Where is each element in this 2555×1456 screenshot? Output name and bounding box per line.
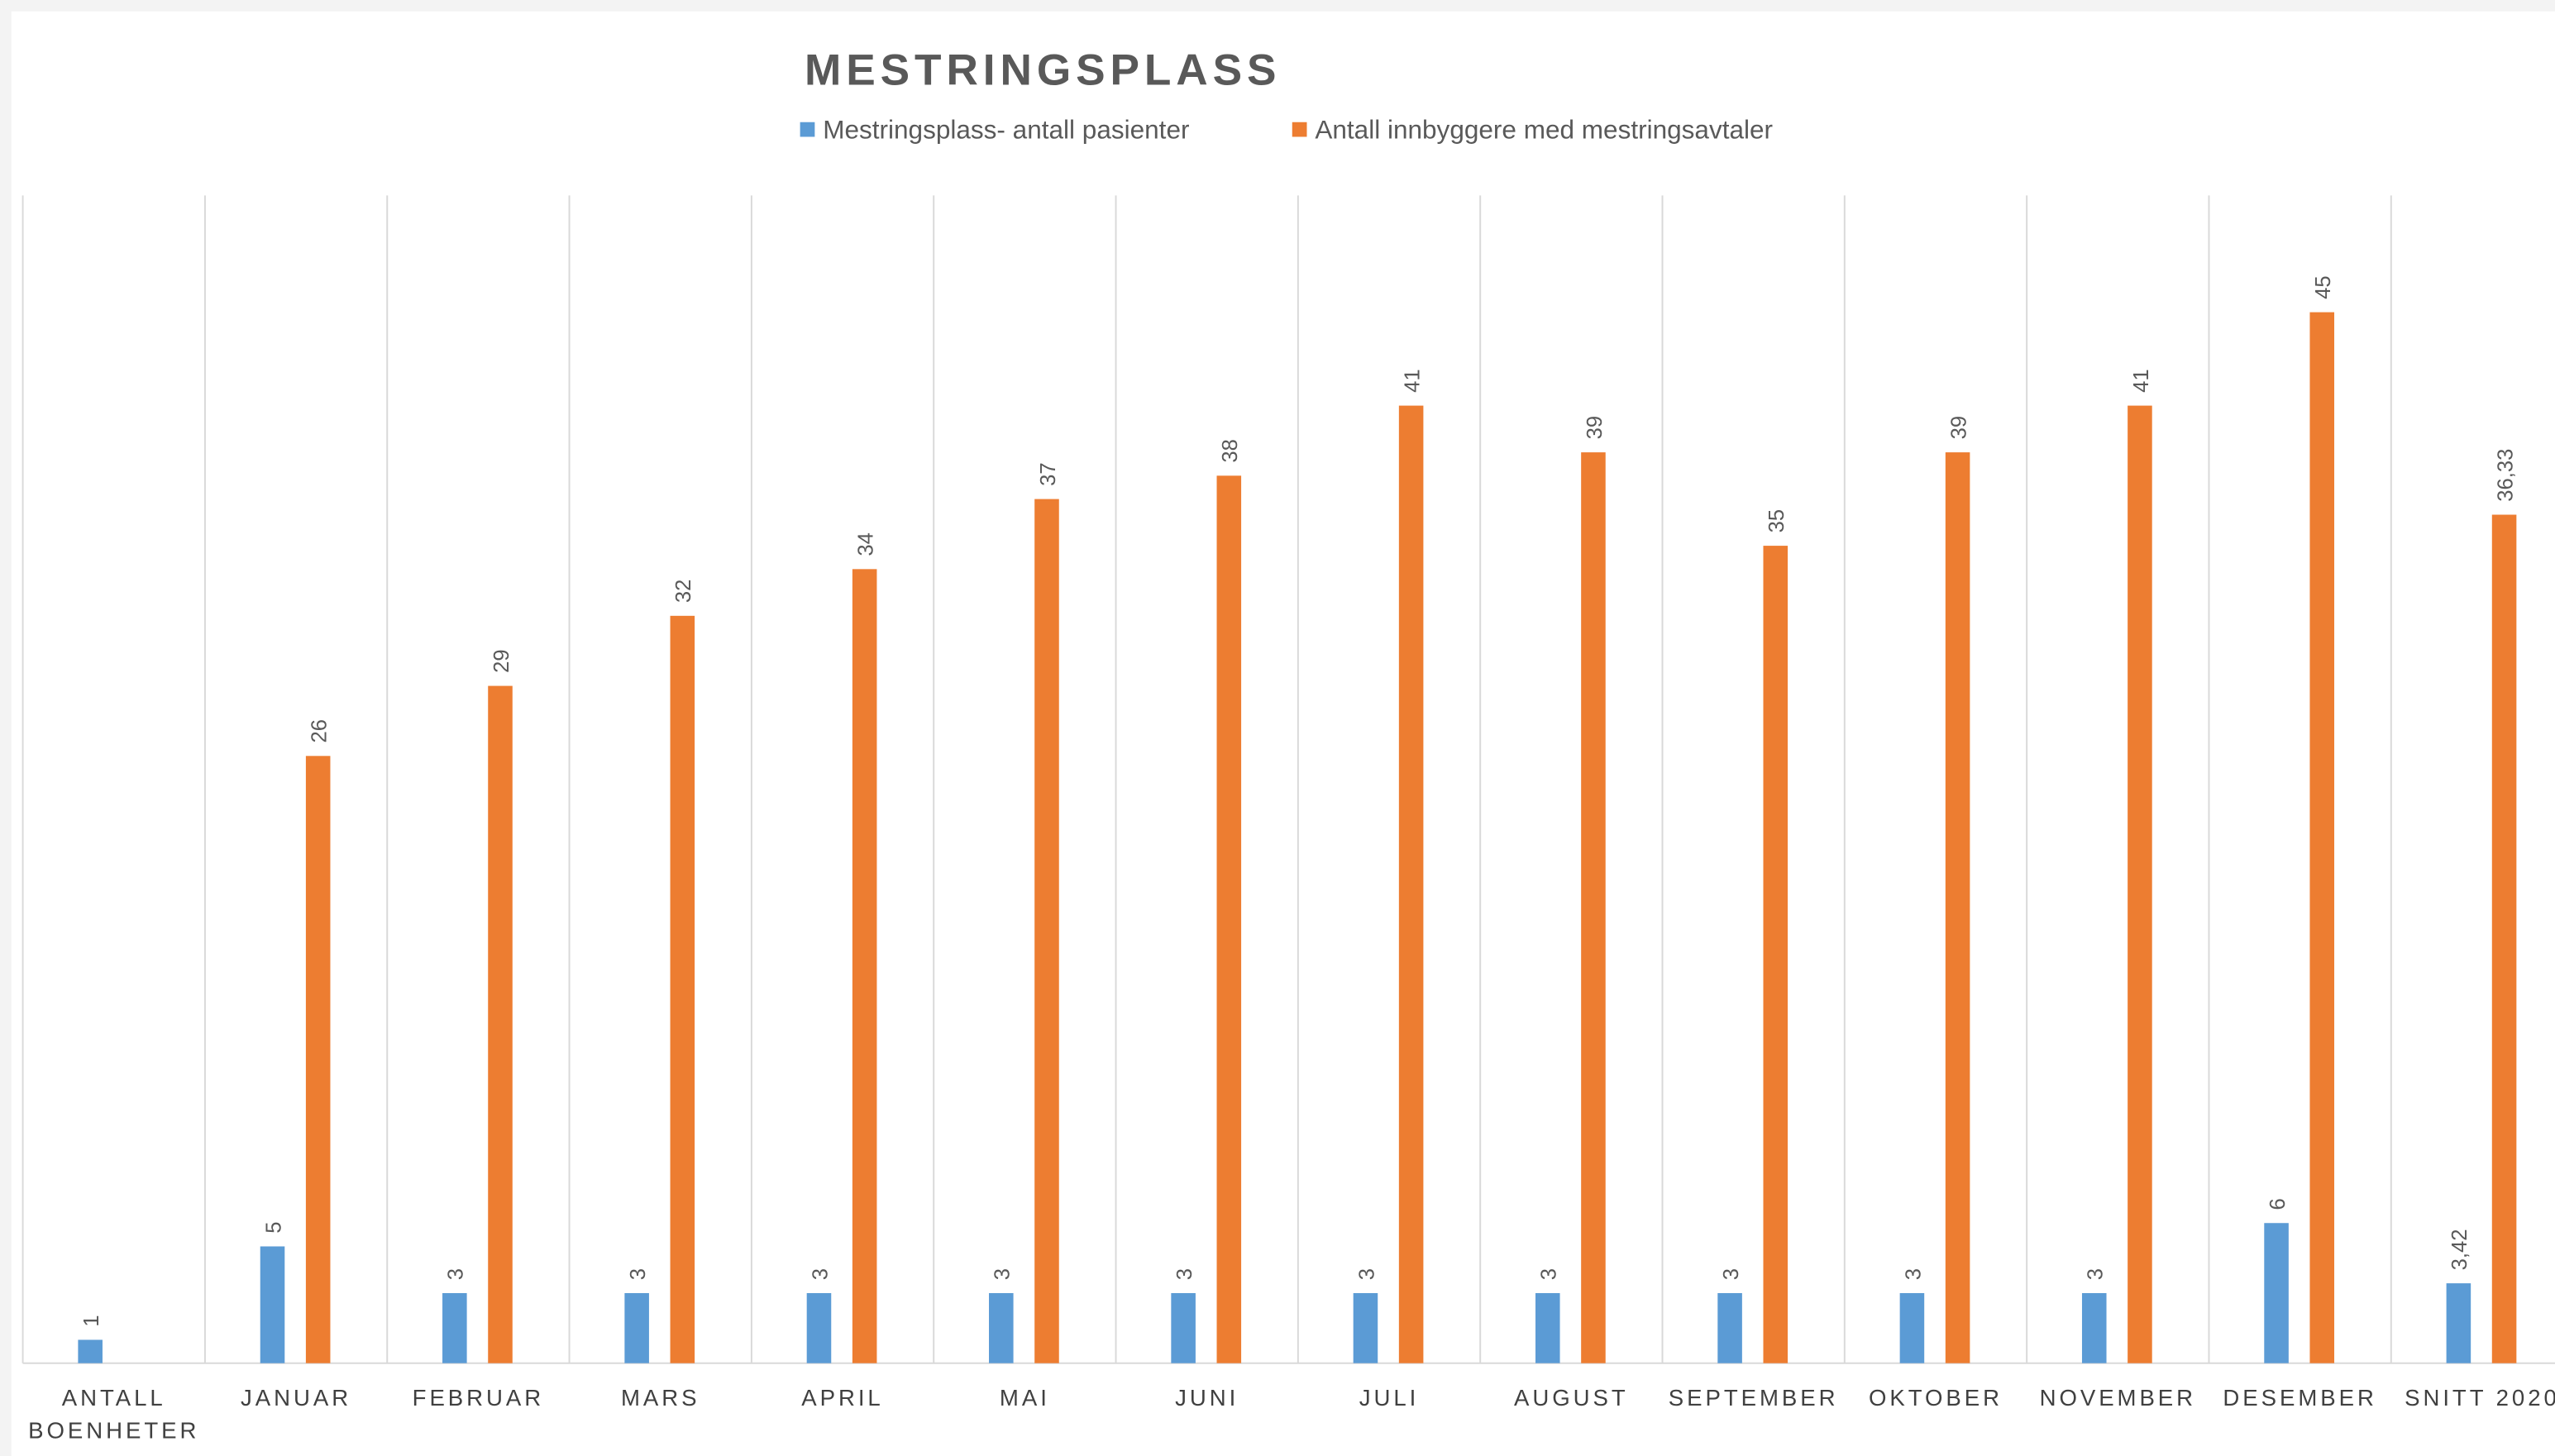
bar <box>1353 1292 1378 1363</box>
data-label: 5 <box>262 1221 285 1233</box>
data-label: 39 <box>1947 416 1970 439</box>
data-label: 35 <box>1765 509 1788 532</box>
data-label: 3 <box>1355 1268 1378 1280</box>
x-tick-label: SNITT 2020 <box>2405 1384 2555 1411</box>
legend-swatch <box>800 122 815 137</box>
bar <box>1171 1292 1196 1363</box>
x-tick-label: DESEMBER <box>2223 1384 2377 1411</box>
bar <box>2264 1223 2289 1363</box>
x-tick-label: ANTALL BOENHETER <box>28 1384 200 1444</box>
data-label: 3 <box>1720 1268 1743 1280</box>
data-label: 41 <box>1401 369 1424 392</box>
data-label: 37 <box>1037 462 1060 485</box>
data-label: 41 <box>2130 369 2153 392</box>
bar <box>1034 499 1059 1363</box>
x-tick-label: JANUAR <box>241 1384 352 1411</box>
bar <box>1899 1292 1925 1363</box>
x-tick-label: MARS <box>620 1384 700 1411</box>
legend-swatch <box>1292 122 1307 137</box>
data-label: 38 <box>1219 439 1242 462</box>
x-tick-label: MAI <box>999 1384 1050 1411</box>
x-tick-label: OKTOBER <box>1868 1384 2003 1411</box>
bar <box>1945 452 1970 1363</box>
data-label: 1 <box>80 1315 103 1326</box>
x-tick-label: APRIL <box>801 1384 884 1411</box>
data-label: 3 <box>1538 1268 1561 1280</box>
data-label: 26 <box>308 719 332 742</box>
bar <box>624 1292 649 1363</box>
bar <box>305 756 331 1363</box>
data-label: 36,33 <box>2494 449 2517 502</box>
bar <box>2081 1292 2107 1363</box>
data-label: 32 <box>672 580 695 603</box>
data-label: 3 <box>1902 1268 1925 1280</box>
data-label: 45 <box>2312 275 2335 298</box>
bar <box>488 685 513 1363</box>
bar <box>2491 514 2517 1363</box>
bar <box>989 1292 1014 1363</box>
bar <box>260 1246 285 1363</box>
data-label: 39 <box>1583 416 1607 439</box>
data-label: 29 <box>490 649 513 672</box>
x-tick-label: SEPTEMBER <box>1668 1384 1839 1411</box>
bar <box>806 1292 832 1363</box>
x-tick-label: AUGUST <box>1513 1384 1629 1411</box>
data-label: 3 <box>1173 1268 1196 1280</box>
x-tick-label: JUNI <box>1175 1384 1239 1411</box>
bar <box>1535 1292 1560 1363</box>
bar <box>442 1292 467 1363</box>
data-label: 6 <box>2266 1198 2290 1210</box>
data-label: 3 <box>445 1268 468 1280</box>
x-tick-label: FEBRUAR <box>412 1384 545 1411</box>
data-label: 3 <box>991 1268 1015 1280</box>
bar <box>1581 452 1606 1363</box>
bar <box>1717 1292 1742 1363</box>
bar <box>2446 1283 2471 1363</box>
legend-label: Mestringsplass- antall pasienter <box>823 114 1189 144</box>
bar <box>78 1339 103 1363</box>
data-label: 3,42 <box>2448 1229 2471 1271</box>
chart-title: MESTRINGSPLASS <box>805 45 1281 94</box>
bar <box>2128 405 2152 1363</box>
bar <box>1398 405 1424 1363</box>
legend-label: Antall innbyggere med mestringsavtaler <box>1315 114 1773 144</box>
bar <box>852 569 877 1363</box>
bar <box>1216 475 1242 1363</box>
data-label: 3 <box>627 1268 650 1280</box>
data-label: 3 <box>809 1268 832 1280</box>
data-label: 3 <box>2085 1268 2108 1280</box>
bar <box>2309 312 2335 1363</box>
bar <box>1763 546 1788 1363</box>
bar <box>670 615 695 1363</box>
x-tick-label: JULI <box>1359 1384 1420 1411</box>
x-tick-label: NOVEMBER <box>2039 1384 2197 1411</box>
data-label: 34 <box>855 532 878 556</box>
